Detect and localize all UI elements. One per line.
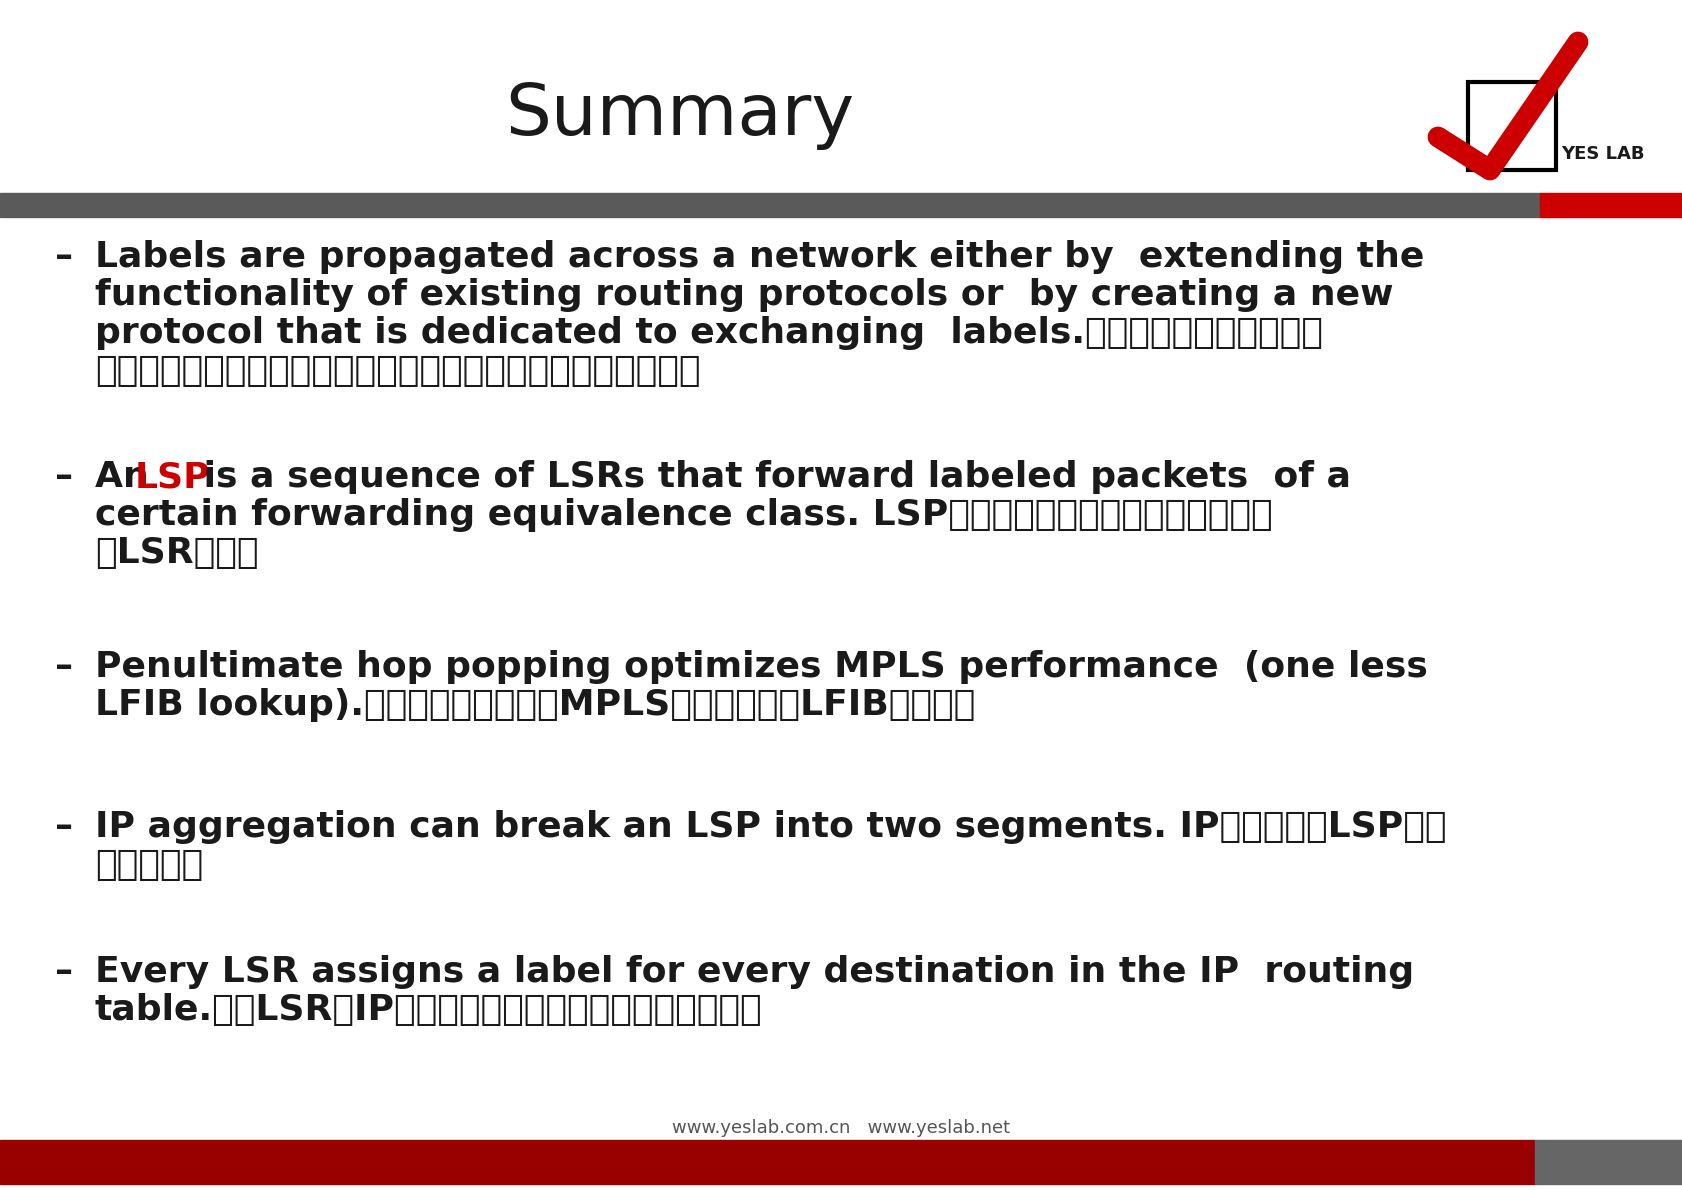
Text: functionality of existing routing protocols or  by creating a new: functionality of existing routing protoc… <box>94 278 1393 312</box>
Text: www.yeslab.com.cn   www.yeslab.net: www.yeslab.com.cn www.yeslab.net <box>671 1119 1009 1136</box>
Text: –: – <box>56 810 72 844</box>
Bar <box>0 193 1539 217</box>
Bar <box>0 1140 1534 1184</box>
Text: –: – <box>56 956 72 989</box>
Text: is a sequence of LSRs that forward labeled packets  of a: is a sequence of LSRs that forward label… <box>190 461 1351 494</box>
Text: Every LSR assigns a label for every destination in the IP  routing: Every LSR assigns a label for every dest… <box>94 956 1413 989</box>
Text: certain forwarding equivalence class. LSP是转发某个转发等价类的标签分组: certain forwarding equivalence class. LS… <box>94 497 1272 532</box>
Text: –: – <box>56 650 72 684</box>
Text: Labels are propagated across a network either by  extending the: Labels are propagated across a network e… <box>94 240 1423 274</box>
Text: –: – <box>56 240 72 274</box>
Text: LFIB lookup).倒数第二跳弹出优化MPLS性能（少一个LFIB查找）。: LFIB lookup).倒数第二跳弹出优化MPLS性能（少一个LFIB查找）。 <box>94 688 974 722</box>
Text: Summary: Summary <box>505 81 854 150</box>
Text: LSP: LSP <box>135 461 210 494</box>
Text: 功能或通过创建专用于交换标签的新协议，标签通过网络传播。: 功能或通过创建专用于交换标签的新协议，标签通过网络传播。 <box>94 353 700 388</box>
Text: table.每个LSR为IP路由表中的每个目的地分配一个标签。: table.每个LSR为IP路由表中的每个目的地分配一个标签。 <box>94 992 762 1027</box>
Text: An: An <box>94 461 161 494</box>
Text: IP aggregation can break an LSP into two segments. IP聚合可以将LSP分成: IP aggregation can break an LSP into two… <box>94 810 1445 844</box>
Text: 两个部分。: 两个部分。 <box>94 848 204 882</box>
Bar <box>1539 193 1682 217</box>
Text: 的LSR序列。: 的LSR序列。 <box>94 536 259 570</box>
Bar <box>1534 1140 1682 1184</box>
Text: YES LAB: YES LAB <box>1561 145 1643 163</box>
Text: Penultimate hop popping optimizes MPLS performance  (one less: Penultimate hop popping optimizes MPLS p… <box>94 650 1426 684</box>
Text: –: – <box>56 461 72 494</box>
FancyBboxPatch shape <box>1467 82 1556 170</box>
Text: protocol that is dedicated to exchanging  labels.通过扩展现有路由协议的: protocol that is dedicated to exchanging… <box>94 317 1322 350</box>
